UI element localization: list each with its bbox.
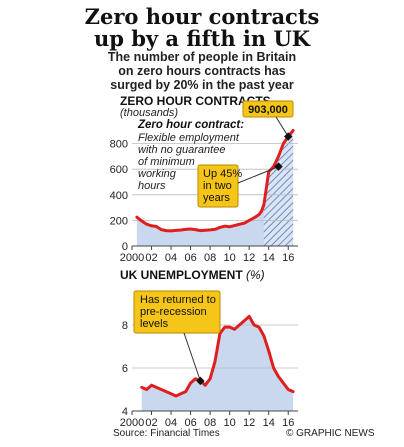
chart1-x-tick-label: 16 [282,252,294,264]
unemployment-chart: 4 6 8 2000 02 04 06 08 10 12 14 16 Has returned topr… [120,290,298,429]
chart2-callout-box [133,290,221,334]
chart1-definition-line: with no guarantee [138,144,225,156]
chart2-callout-line: Has returned to [140,294,216,306]
chart2-series-line [140,314,295,398]
title-line-1: Zero hour contracts [84,4,320,29]
chart1-x-tick-label: 08 [204,252,216,264]
chart2-callout-leader [183,332,201,382]
chart1-definition-line: hours [138,180,166,192]
chart1-definition-line: working [138,168,177,180]
chart1-title: ZERO HOUR CONTRACTS [120,94,271,108]
chart1-y-tick-label: 0 [122,241,128,253]
subtitle-line-3: surged by 20% in the past year [110,78,294,92]
chart1-y-tick-label: 800 [110,139,128,151]
chart1-callout-marker [274,162,283,171]
chart2-callout-line: pre-recession [140,306,207,318]
chart2-x-tick-label: 08 [204,417,216,429]
chart1-callout-box [197,164,239,208]
chart1-y-tick-label: 600 [110,164,128,176]
chart2-y-tick-label: 4 [122,406,128,418]
subtitle-line-2: on zero hours contracts has [118,64,286,78]
chart1-callout-leader [237,166,279,184]
chart1-value-label: 903,000 [248,104,288,116]
credit-note: © GRAPHIC NEWS [286,428,375,439]
chart1-definition-title: Zero hour contract: [137,119,244,131]
chart2-x-tick-label: 14 [263,417,275,429]
chart1-callout-line: in two [203,180,232,192]
chart2-callout-line: levels [140,318,169,330]
chart2-x-tick-label: 04 [165,417,177,429]
chart2-x-tick-label: 06 [184,417,196,429]
chart2-callout-marker [196,376,205,386]
chart1-x-tick-label: 14 [263,252,275,264]
chart2-title: UK UNEMPLOYMENT (%) [120,268,265,282]
chart1-x-tick-label: 02 [145,252,157,264]
chart2-x-tick-label: 16 [282,417,294,429]
chart1-hatched-area [263,130,294,246]
source-note: Source: Financial Times [113,428,220,439]
chart1-y-tick-label: 400 [110,190,128,202]
chart2-x-tick-label: 02 [145,417,157,429]
chart1-x-tick-label: 04 [165,252,177,264]
zero-hour-chart: 0 200 400 600 800 2000 02 04 06 08 10 12 14 16 903,000… [110,100,298,264]
chart2-unit: (%) [246,268,265,282]
chart1-x-tick-label: 06 [184,252,196,264]
title-line-2: up by a fifth in UK [93,26,311,51]
chart1-value-marker [283,132,293,141]
chart1-unit: (thousands) [120,107,179,119]
chart2-y-tick-label: 8 [122,320,128,332]
chart1-series-line [135,128,295,233]
chart1-value-leader [275,116,289,137]
chart1-value-label-box [242,100,294,118]
chart1-x-tick-label: 10 [224,252,236,264]
chart2-area-fill [141,316,294,411]
subtitle-line-1: The number of people in Britain [107,50,297,64]
chart1-definition-line: Flexible employment [138,132,240,144]
chart1-definition-line: of minimum [138,156,195,168]
chart1-callout-line: Up 45% [203,168,242,180]
chart2-x-tick-label: 10 [224,417,236,429]
chart2-title-text: UK UNEMPLOYMENT [120,268,243,282]
chart1-callout-line: years [203,192,230,204]
chart1-y-tick-label: 200 [110,215,128,227]
chart2-x-tick-label: 12 [243,417,255,429]
chart2-x-tick-label: 2000 [120,417,144,429]
chart1-x-tick-label: 12 [243,252,255,264]
chart1-x-tick-label: 2000 [120,252,144,264]
chart2-y-tick-label: 6 [122,363,128,375]
